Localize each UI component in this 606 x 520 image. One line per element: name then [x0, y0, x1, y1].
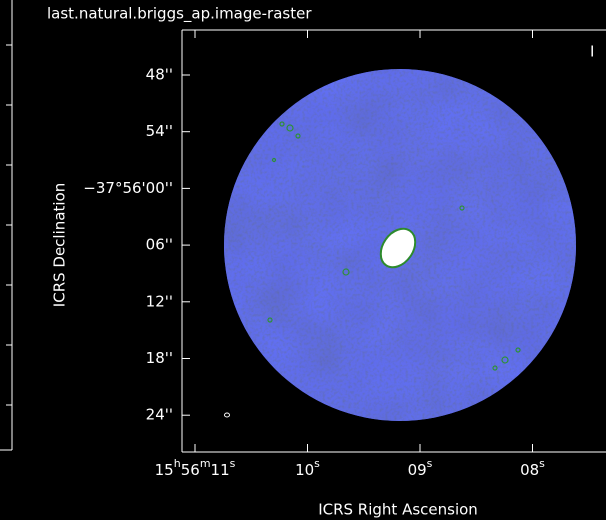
viewer: last.natural.briggs_ap.image-raster I IC… — [0, 0, 606, 520]
y-tick-label: 06'' — [146, 236, 173, 254]
x-tick-label: 15h56m11s — [155, 457, 236, 479]
y-axis-label: ICRS Declination — [51, 183, 69, 307]
x-tick-label: 09s — [408, 457, 433, 479]
x-axis-label: ICRS Right Ascension — [318, 501, 478, 519]
y-tick-label: 48'' — [146, 66, 173, 84]
colorbar — [0, 0, 12, 450]
x-tick-label: 10s — [295, 457, 320, 479]
x-tick-label: 08s — [520, 457, 545, 479]
corner-label: I — [590, 43, 594, 61]
y-tick-label: 18'' — [146, 349, 173, 367]
y-tick-label: 12'' — [146, 292, 173, 310]
y-tick-label: 24'' — [146, 406, 173, 424]
beam — [225, 413, 230, 417]
y-tick-label: −37°56'00'' — [83, 179, 173, 197]
y-tick-label: 54'' — [146, 122, 173, 140]
image-title: last.natural.briggs_ap.image-raster — [47, 5, 312, 24]
